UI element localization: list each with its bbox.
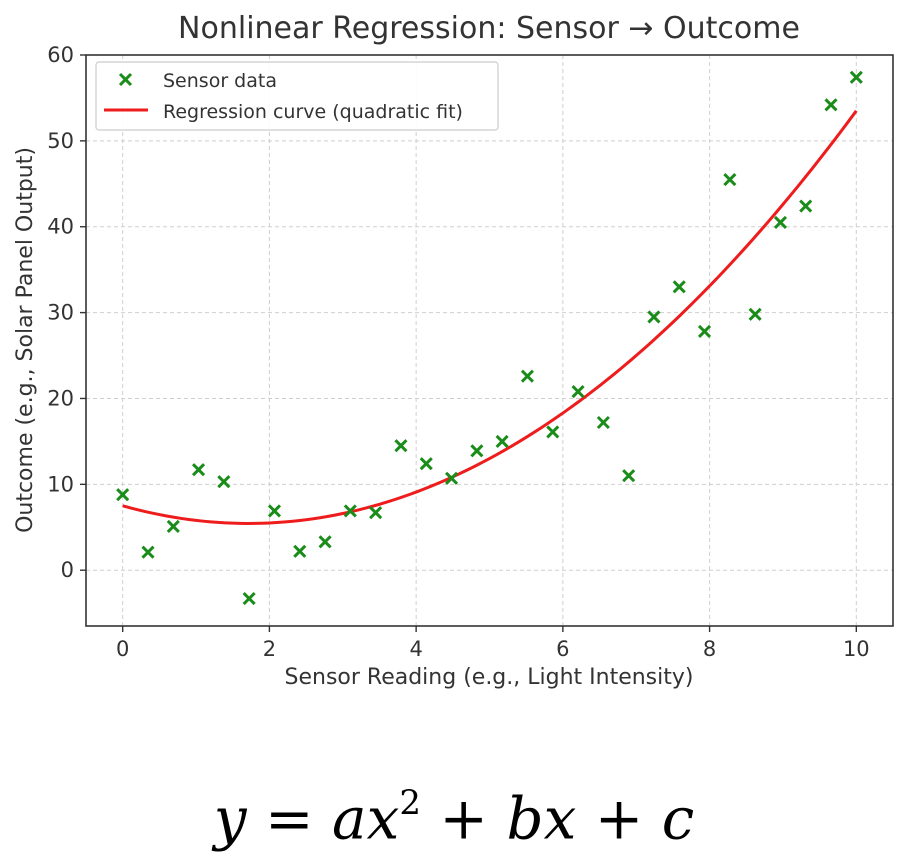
data-point [824, 98, 838, 112]
legend: Sensor data Regression curve (quadratic … [95, 61, 499, 131]
data-point [116, 488, 130, 502]
legend-label-regression-curve: Regression curve (quadratic fit) [163, 101, 463, 123]
data-point [318, 535, 332, 549]
y-tick-label: 10 [47, 472, 74, 496]
x-tick-label: 0 [116, 637, 129, 661]
equation-equals: = [264, 784, 314, 853]
data-point [470, 444, 484, 458]
data-point [849, 70, 863, 84]
data-point [394, 439, 408, 453]
equation-plus-1: + [439, 784, 488, 853]
x-tick-label: 8 [703, 637, 716, 661]
y-tick-label: 60 [47, 43, 74, 67]
y-tick-label: 50 [47, 129, 74, 153]
data-point [799, 199, 813, 213]
data-point [267, 504, 282, 518]
regression-curve [122, 109, 858, 525]
grid [86, 54, 893, 626]
equation-bx: bx [506, 784, 577, 853]
data-point [622, 469, 636, 483]
data-point [369, 506, 383, 520]
data-point [293, 544, 307, 558]
data-point [242, 591, 256, 606]
regression-equation: y = ax2 + bx + c [0, 762, 908, 852]
equation-exponent: 2 [399, 783, 421, 823]
plot-frame [85, 54, 894, 627]
y-tick-label: 20 [47, 386, 74, 410]
legend-box [95, 61, 499, 131]
data-point [520, 369, 534, 383]
equation-c: c [661, 784, 695, 853]
data-point [166, 519, 180, 533]
data-point [773, 215, 788, 229]
equation-plus-2: + [594, 784, 644, 853]
data-point [723, 172, 737, 187]
scatter-points [116, 70, 863, 606]
x-tick-label: 10 [843, 637, 870, 661]
y-axis-label: Outcome (e.g., Solar Panel Output) [13, 147, 38, 533]
y-tick-label: 30 [47, 301, 74, 325]
legend-label-sensor-data: Sensor data [163, 70, 277, 92]
data-point [571, 385, 585, 399]
x-axis-label: Sensor Reading (e.g., Light Intensity) [285, 665, 694, 690]
data-point [495, 434, 509, 448]
data-point [419, 457, 433, 471]
equation-ax: ax [332, 784, 400, 853]
data-point [697, 324, 712, 339]
y-tick-label: 40 [47, 215, 74, 239]
data-point [748, 307, 762, 321]
data-point [217, 475, 231, 489]
axis-ticks: 0 2 4 6 8 10 0 10 20 30 40 50 60 [47, 43, 869, 661]
regression-curve-layer [122, 109, 858, 525]
data-point [672, 280, 686, 294]
x-tick-label: 2 [263, 637, 276, 661]
data-point [445, 471, 459, 485]
regression-chart: Nonlinear Regression: Sensor → Outcome 0… [13, 11, 894, 690]
data-point [647, 310, 661, 324]
chart-title: Nonlinear Regression: Sensor → Outcome [178, 11, 800, 46]
x-tick-label: 6 [556, 637, 569, 661]
x-tick-label: 4 [409, 637, 422, 661]
data-point [546, 425, 560, 439]
y-tick-label: 0 [61, 558, 74, 582]
data-point [141, 545, 155, 559]
data-point [343, 504, 357, 518]
equation-y: y [213, 784, 247, 853]
data-point [596, 415, 610, 430]
legend-marker-sensor-data [118, 72, 133, 87]
data-point [191, 463, 206, 477]
